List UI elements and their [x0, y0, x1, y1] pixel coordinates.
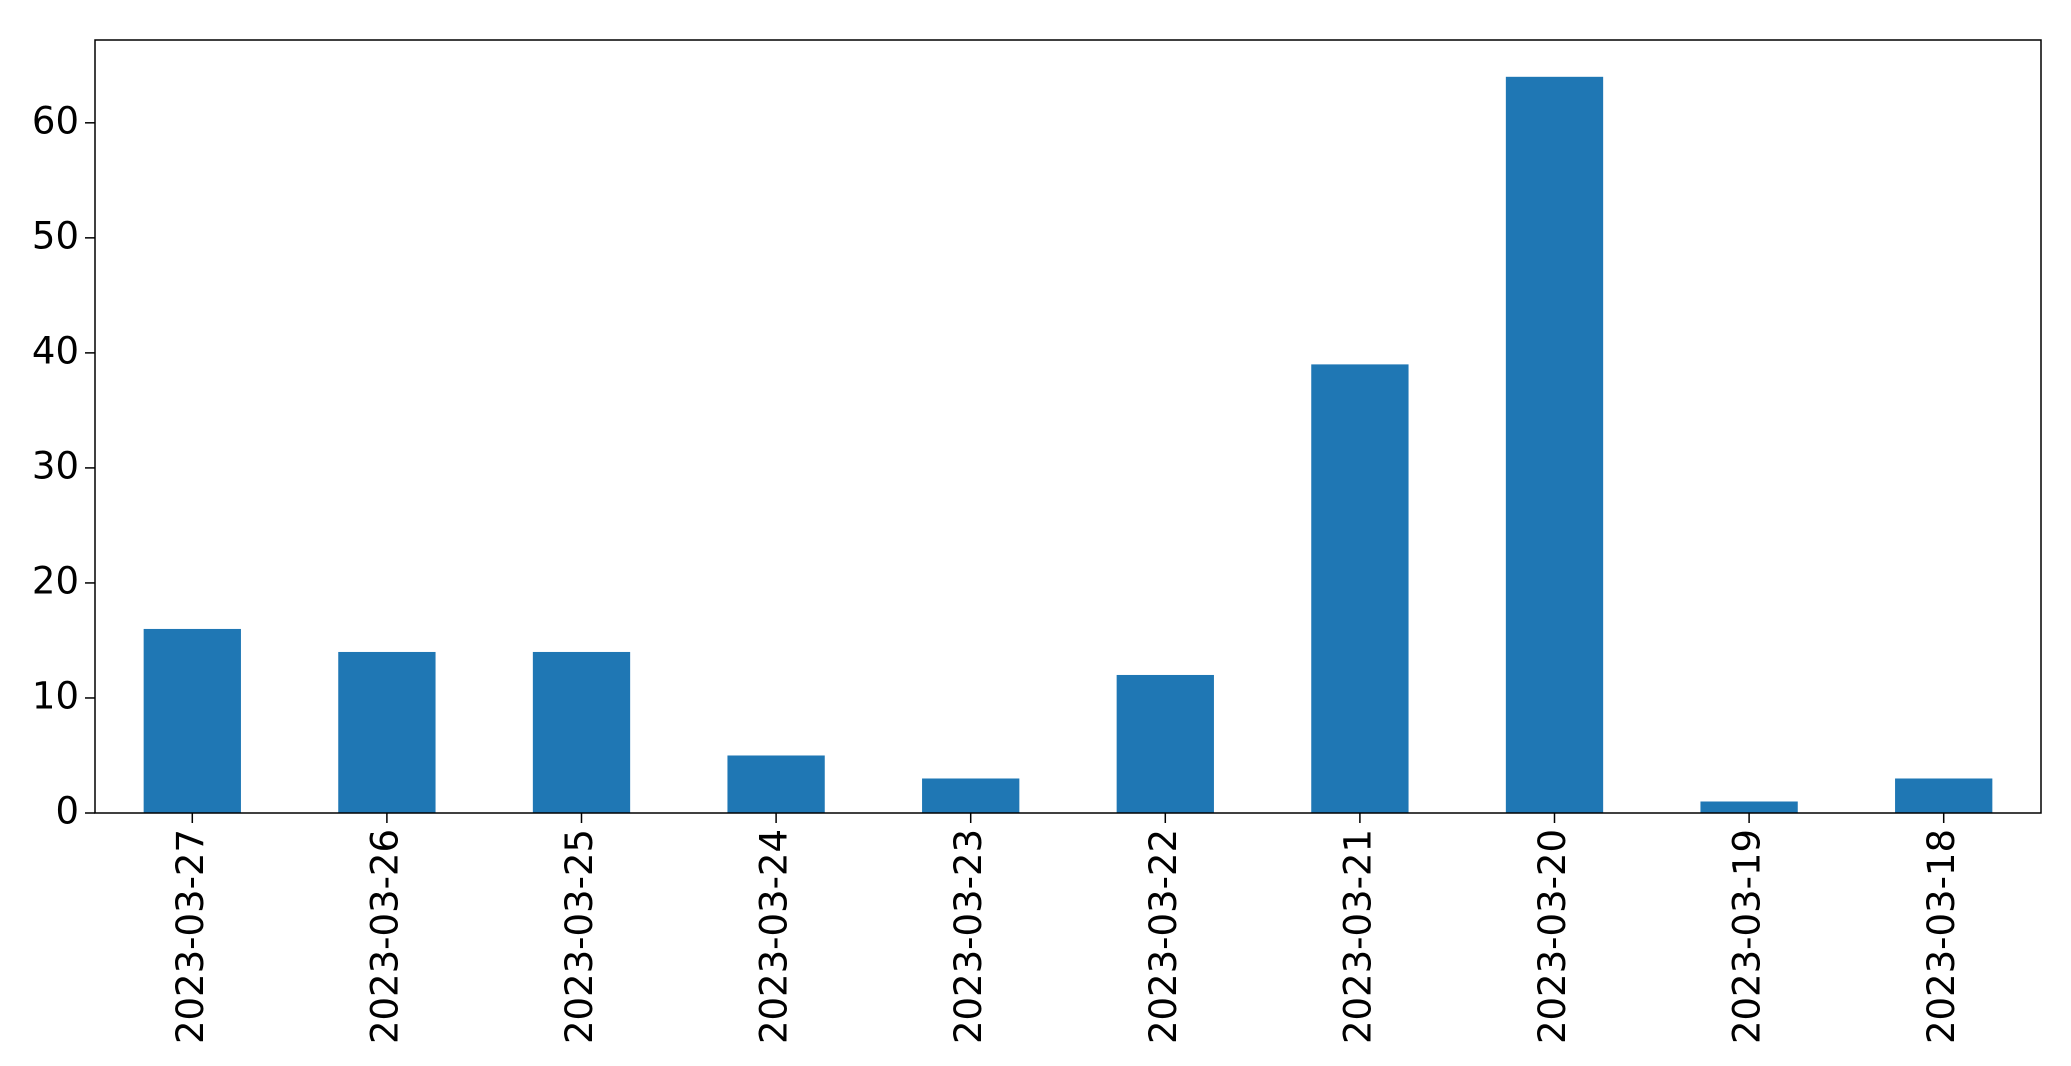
x-tick-label: 2023-03-19 [1726, 829, 1769, 1044]
bar-2023-03-20 [1505, 76, 1604, 814]
x-tick-label: 2023-03-24 [753, 829, 796, 1044]
plot-frame [94, 39, 2042, 814]
bar-2023-03-21 [1311, 364, 1409, 813]
bars-layer [143, 76, 1993, 814]
bar-2023-03-22 [1116, 674, 1214, 813]
x-tick-label: 2023-03-23 [947, 829, 990, 1044]
bar-2023-03-26 [338, 651, 436, 813]
y-tick-label: 10 [32, 674, 79, 717]
x-tick-label: 2023-03-20 [1531, 829, 1574, 1044]
bar-2023-03-19 [1700, 801, 1798, 813]
bar-2023-03-25 [532, 651, 631, 813]
y-tick-label: 40 [32, 329, 79, 372]
x-tick-label: 2023-03-27 [169, 829, 212, 1044]
x-tick-label: 2023-03-18 [1920, 829, 1963, 1044]
bar-2023-03-18 [1895, 778, 1993, 813]
y-tick-label: 0 [55, 790, 79, 833]
y-tick-label: 20 [32, 559, 79, 602]
bar-2023-03-24 [727, 755, 825, 813]
x-axis: 2023-03-27 2023-03-26 2023-03-25 2023-03-24… [169, 813, 1963, 1044]
y-axis: 0 10 20 30 40 50 60 [32, 99, 95, 833]
bar-2023-03-23 [922, 778, 1020, 813]
y-tick-label: 30 [32, 444, 79, 487]
x-tick-label: 2023-03-26 [363, 829, 406, 1044]
x-tick-label: 2023-03-21 [1336, 829, 1379, 1044]
y-tick-label: 60 [32, 99, 79, 142]
x-tick-label: 2023-03-22 [1142, 829, 1185, 1044]
bar-2023-03-27 [143, 628, 241, 813]
y-tick-label: 50 [32, 214, 79, 257]
x-tick-label: 2023-03-25 [558, 829, 601, 1044]
